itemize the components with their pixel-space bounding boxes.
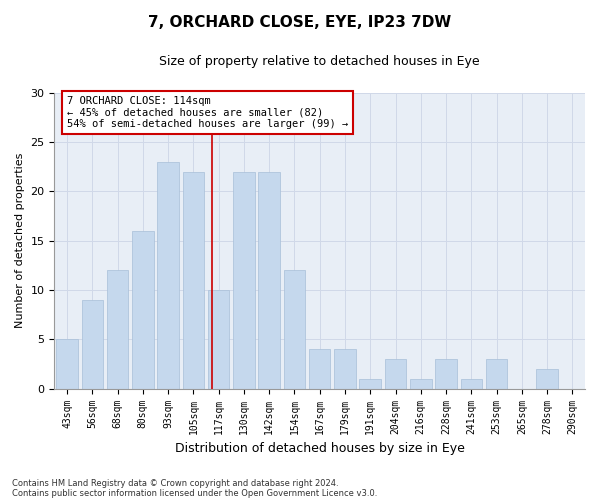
Bar: [56, 340, 78, 388]
Bar: [385, 359, 406, 388]
Bar: [410, 379, 431, 388]
Text: Contains public sector information licensed under the Open Government Licence v3: Contains public sector information licen…: [12, 488, 377, 498]
Bar: [107, 270, 128, 388]
Y-axis label: Number of detached properties: Number of detached properties: [15, 153, 25, 328]
X-axis label: Distribution of detached houses by size in Eye: Distribution of detached houses by size …: [175, 442, 464, 455]
Bar: [157, 162, 179, 388]
Bar: [461, 379, 482, 388]
Text: 7, ORCHARD CLOSE, EYE, IP23 7DW: 7, ORCHARD CLOSE, EYE, IP23 7DW: [148, 15, 452, 30]
Bar: [334, 349, 356, 389]
Bar: [233, 172, 254, 388]
Bar: [486, 359, 508, 388]
Bar: [132, 231, 154, 388]
Bar: [536, 369, 558, 388]
Bar: [359, 379, 381, 388]
Text: 7 ORCHARD CLOSE: 114sqm
← 45% of detached houses are smaller (82)
54% of semi-de: 7 ORCHARD CLOSE: 114sqm ← 45% of detache…: [67, 96, 348, 129]
Bar: [208, 290, 229, 388]
Bar: [435, 359, 457, 388]
Bar: [182, 172, 204, 388]
Bar: [284, 270, 305, 388]
Title: Size of property relative to detached houses in Eye: Size of property relative to detached ho…: [160, 55, 480, 68]
Text: Contains HM Land Registry data © Crown copyright and database right 2024.: Contains HM Land Registry data © Crown c…: [12, 478, 338, 488]
Bar: [309, 349, 331, 389]
Bar: [82, 300, 103, 388]
Bar: [259, 172, 280, 388]
